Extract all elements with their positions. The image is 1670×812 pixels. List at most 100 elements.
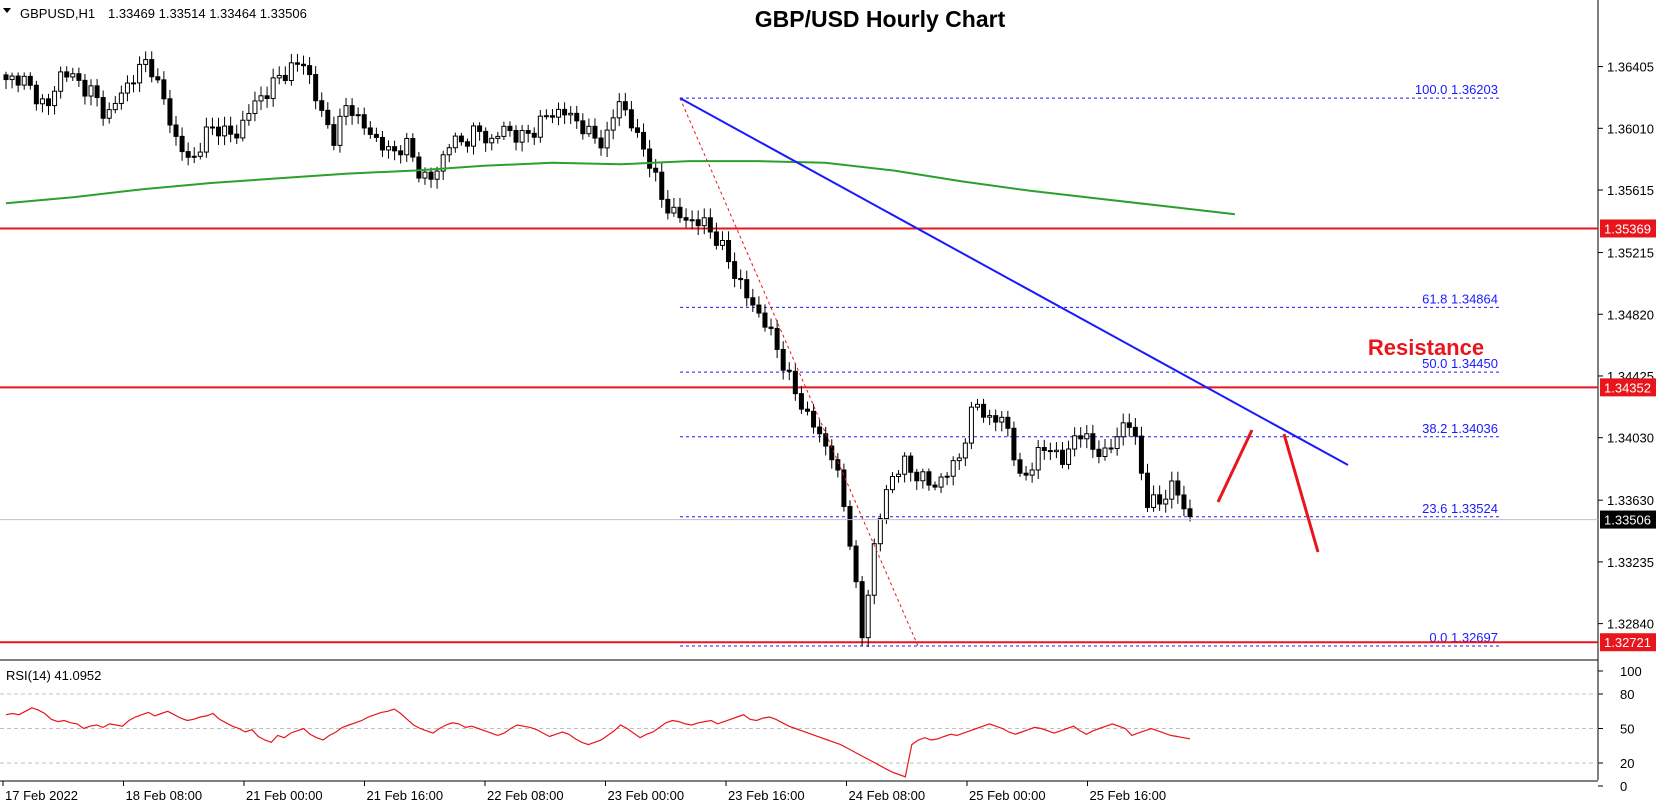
candle-body (1144, 472, 1150, 508)
candle-body (392, 146, 398, 152)
candle-body (1029, 469, 1035, 476)
price-tick-label: 1.33630 (1607, 493, 1654, 508)
candle-body (853, 545, 859, 583)
candle-body (556, 108, 562, 118)
candle-body (33, 84, 39, 105)
candle-body (203, 126, 209, 153)
candle-body (1096, 448, 1102, 458)
rsi-tick-label: 80 (1620, 687, 1634, 702)
candle-body (549, 115, 555, 118)
candle-body (744, 279, 750, 299)
candle-body (179, 135, 185, 153)
candle-body (804, 408, 810, 412)
candle-body (70, 73, 76, 78)
candle-body (1181, 494, 1187, 510)
candle-body (282, 74, 288, 82)
candle-body (993, 415, 999, 423)
candle-body (780, 348, 786, 371)
candle-body (246, 112, 252, 121)
time-tick-label: 21 Feb 00:00 (246, 788, 323, 803)
candle-body (543, 115, 549, 118)
moving-average-line (5, 160, 1236, 216)
candle-body (1120, 422, 1126, 438)
candle-body (707, 217, 713, 233)
candle-body (562, 108, 568, 116)
descending-trendline[interactable] (679, 97, 1349, 466)
rsi-pane[interactable]: RSI(14) 41.0952 (0, 668, 1598, 778)
candle-body (883, 489, 889, 520)
candle-body (118, 92, 124, 104)
candle-body (1126, 422, 1132, 428)
candle-body (1023, 472, 1029, 476)
candle-body (440, 154, 446, 172)
current-price-tag-label: 1.33506 (1604, 513, 1651, 528)
candle-body (149, 59, 155, 78)
candle-body (1078, 435, 1084, 440)
horizontal-levels[interactable] (0, 227, 1598, 644)
candle-body (974, 403, 980, 408)
candle-body (1047, 450, 1053, 453)
candle-body (950, 460, 956, 477)
candle-body (902, 455, 908, 475)
candle-body (167, 98, 173, 126)
time-tick-label: 22 Feb 08:00 (487, 788, 564, 803)
level-price-tag (1600, 378, 1656, 397)
price-pane[interactable]: 100.0 1.36203 61.8 1.34864 50.0 1.34450 38.… (0, 51, 1598, 647)
candle-body (161, 79, 167, 100)
candle-body (877, 518, 883, 545)
candle-body (525, 130, 531, 134)
candle-body (1053, 449, 1059, 453)
candle-body (750, 297, 756, 306)
candle-body (659, 171, 665, 200)
candle-body (537, 115, 543, 138)
candle-body (914, 471, 920, 482)
candle-body (944, 475, 950, 478)
candle-body (106, 109, 112, 119)
candle-body (847, 505, 853, 547)
candle-body (786, 369, 792, 372)
candle-body (774, 327, 780, 350)
candle-body (1102, 447, 1108, 458)
candlesticks (3, 51, 1193, 647)
fib-level-label: 50.0 1.34450 (1422, 356, 1498, 371)
candle-body (841, 469, 847, 507)
candle-body (647, 148, 653, 169)
candle-body (386, 146, 392, 151)
candle-body (301, 63, 307, 67)
candle-body (325, 109, 331, 126)
fibonacci-retracement[interactable]: 100.0 1.36203 61.8 1.34864 50.0 1.34450 38.… (680, 82, 1500, 647)
symbol-label: GBPUSD,H1 (20, 6, 95, 21)
candle-body (726, 240, 732, 263)
candle-body (695, 219, 701, 227)
rsi-tick-label: 100 (1620, 664, 1642, 679)
candle-body (1059, 449, 1065, 465)
fibonacci-trend-line[interactable] (679, 97, 919, 647)
time-axis[interactable]: 17 Feb 2022 18 Feb 08:00 21 Feb 00:00 21 Fe… (2, 781, 1166, 803)
time-tick-label: 23 Feb 16:00 (728, 788, 805, 803)
candle-body (270, 77, 276, 100)
candle-body (756, 304, 762, 314)
candle-body (82, 79, 88, 97)
candle-body (88, 85, 94, 97)
ohlc-readout: 1.33469 1.33514 1.33464 1.33506 (108, 6, 307, 21)
candle-body (137, 63, 143, 84)
price-axis[interactable]: 1.364051.360101.356151.352151.348201.344… (1598, 60, 1656, 652)
candle-body (926, 471, 932, 486)
candle-body (792, 370, 798, 395)
current-price-tag (1600, 510, 1656, 529)
candle-body (76, 73, 82, 81)
price-tick-label: 1.34820 (1607, 307, 1654, 322)
candle-body (811, 410, 817, 428)
candle-body (155, 76, 161, 81)
candle-body (962, 442, 968, 459)
candle-body (464, 141, 470, 147)
candle-body (665, 198, 671, 214)
collapse-triangle-icon[interactable] (3, 8, 11, 13)
candle-body (719, 240, 725, 246)
fib-level-label: 38.2 1.34036 (1422, 421, 1498, 436)
rsi-tick-label: 0 (1620, 779, 1627, 794)
candle-body (367, 127, 373, 135)
candle-body (823, 433, 829, 447)
candle-body (956, 457, 962, 462)
